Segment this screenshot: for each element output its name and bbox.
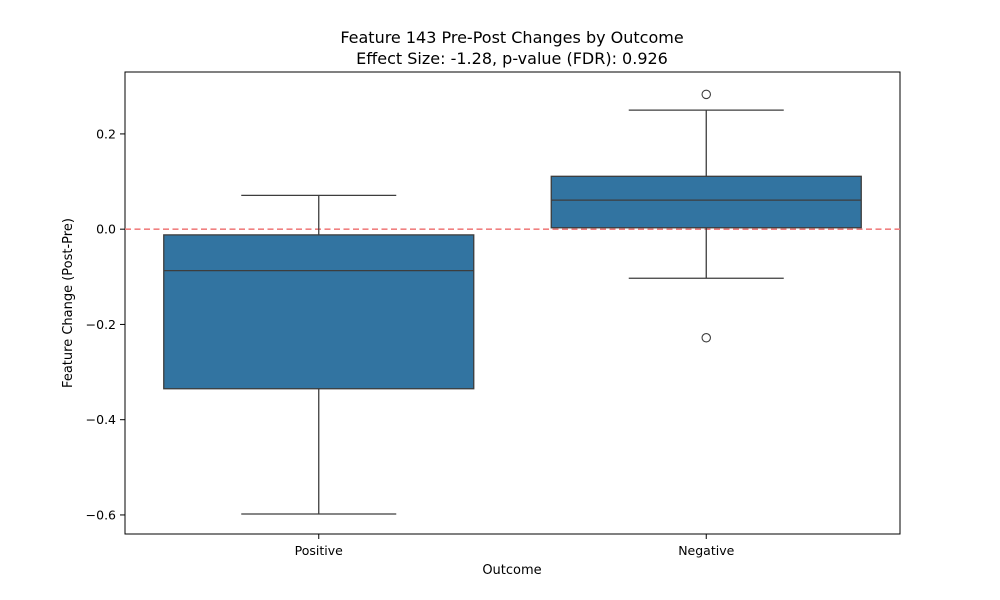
y-tick-label: 0.0 (96, 222, 116, 237)
box-layer (163, 89, 862, 515)
x-tick-label-negative: Negative (678, 543, 734, 558)
box-iqr (163, 234, 475, 390)
y-tick-label: −0.6 (86, 507, 116, 522)
box-group-negative (550, 89, 862, 343)
x-axis-label: Outcome (482, 563, 541, 578)
y-tick-label: −0.2 (86, 317, 116, 332)
plot-frame (124, 71, 901, 535)
box-group-positive (163, 194, 475, 515)
x-tick-label-positive: Positive (295, 543, 343, 558)
box-iqr (550, 175, 862, 229)
y-axis-ticks: 0.2 0.0 −0.2 −0.4 −0.6 (86, 126, 125, 522)
outlier-point (701, 333, 711, 343)
y-axis-label: Feature Change (Post-Pre) (61, 218, 76, 388)
x-axis-ticks: Positive Negative (295, 534, 735, 558)
y-tick-label: 0.2 (96, 126, 116, 141)
chart-title: Feature 143 Pre-Post Changes by Outcome (340, 28, 683, 47)
chart-subtitle: Effect Size: -1.28, p-value (FDR): 0.926 (356, 49, 668, 68)
y-tick-label: −0.4 (86, 412, 116, 427)
outlier-point (701, 89, 711, 100)
